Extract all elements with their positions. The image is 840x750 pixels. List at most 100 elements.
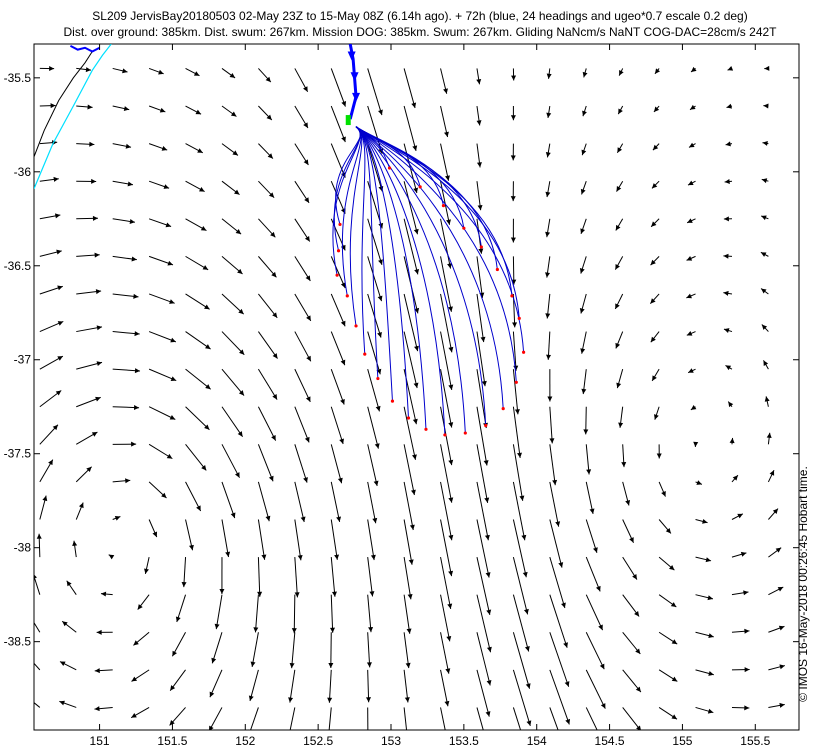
- current-arrowhead: [618, 108, 623, 115]
- current-arrow: [440, 707, 446, 730]
- current-arrowhead: [411, 454, 417, 460]
- current-arrowhead: [484, 497, 490, 503]
- current-arrow: [185, 481, 202, 512]
- current-arrowhead: [702, 518, 708, 524]
- coastal-trace: [69, 44, 101, 53]
- current-arrowhead: [125, 143, 132, 149]
- current-arrowhead: [52, 424, 58, 431]
- current-arrowhead: [214, 623, 220, 630]
- current-arrow: [585, 632, 605, 670]
- current-arrow: [476, 481, 489, 541]
- current-arrow: [293, 594, 296, 634]
- current-arrowhead: [57, 285, 63, 291]
- current-arrowhead: [772, 508, 779, 514]
- current-arrowhead: [619, 70, 624, 76]
- current-arrowhead: [761, 288, 767, 294]
- track-direction-arrow: [347, 51, 356, 61]
- current-arrowhead: [547, 396, 553, 402]
- current-arrow: [440, 669, 449, 707]
- current-arrowhead: [724, 178, 730, 184]
- current-arrowhead: [448, 570, 454, 577]
- current-arrowhead: [235, 229, 242, 235]
- current-arrowhead: [448, 422, 454, 428]
- current-arrowhead: [193, 71, 200, 76]
- current-arrowhead: [635, 686, 641, 693]
- current-arrowhead: [448, 384, 454, 390]
- track-direction-arrow: [352, 92, 361, 102]
- current-arrowhead: [289, 662, 295, 669]
- current-arrow: [476, 444, 489, 503]
- current-arrow: [185, 331, 211, 350]
- current-arrowhead: [133, 293, 139, 299]
- current-arrow: [512, 519, 527, 578]
- current-arrow: [330, 256, 346, 289]
- current-arrowhead: [188, 544, 194, 551]
- current-arrowhead: [561, 602, 566, 609]
- current-arrowhead: [305, 275, 311, 281]
- current-arrowhead: [761, 324, 768, 330]
- current-arrowhead: [133, 405, 140, 411]
- current-arrow: [476, 331, 486, 387]
- current-arrowhead: [336, 516, 342, 522]
- current-arrowhead: [651, 183, 658, 189]
- current-arrowhead: [687, 218, 693, 223]
- current-arrowhead: [253, 627, 259, 633]
- current-arrowhead: [707, 595, 713, 601]
- current-arrowhead: [723, 290, 729, 296]
- current-arrowhead: [123, 106, 130, 111]
- current-arrowhead: [522, 571, 528, 578]
- current-arrowhead: [552, 479, 558, 486]
- projected-endpoint: [376, 376, 380, 381]
- current-arrow: [249, 669, 259, 702]
- current-arrowhead: [271, 435, 276, 441]
- glider-position-marker: [345, 115, 351, 126]
- current-arrowhead: [303, 86, 308, 92]
- current-arrowhead: [408, 559, 414, 565]
- current-arrow: [330, 331, 346, 366]
- x-tick-label: 154: [527, 734, 547, 748]
- current-arrowhead: [615, 264, 620, 270]
- current-arrowhead: [586, 469, 592, 475]
- current-arrow: [185, 406, 210, 431]
- current-arrow: [330, 105, 346, 143]
- current-arrowhead: [581, 388, 587, 395]
- current-arrowhead: [172, 650, 177, 657]
- current-arrowhead: [328, 662, 334, 669]
- current-arrowhead: [272, 312, 278, 318]
- current-arrowhead: [650, 298, 656, 304]
- current-arrowhead: [265, 515, 271, 522]
- current-arrow: [185, 519, 194, 551]
- current-arrow: [254, 594, 259, 633]
- current-arrow: [257, 331, 278, 359]
- current-arrowhead: [665, 528, 671, 534]
- projected-endpoint: [345, 294, 349, 298]
- current-arrowhead: [616, 185, 622, 192]
- current-arrowhead: [404, 731, 409, 736]
- current-arrowhead: [486, 679, 492, 686]
- current-arrow: [367, 594, 372, 633]
- current-arrowhead: [511, 75, 517, 81]
- y-tick-label: -36.5: [4, 259, 32, 273]
- current-arrowhead: [775, 547, 782, 553]
- projected-endpoint: [387, 166, 392, 170]
- current-arrowhead: [411, 102, 417, 109]
- current-arrowhead: [306, 315, 311, 321]
- current-arrowhead: [272, 353, 278, 359]
- current-arrowhead: [271, 271, 277, 278]
- projected-endpoint: [338, 222, 342, 227]
- current-arrowhead: [545, 152, 551, 158]
- projected-path: [349, 126, 363, 326]
- current-arrowhead: [671, 714, 678, 720]
- current-arrowhead: [375, 405, 381, 412]
- current-arrowhead: [690, 405, 697, 410]
- current-arrow: [330, 519, 338, 560]
- current-arrowhead: [55, 390, 62, 396]
- current-arrowhead: [651, 221, 657, 227]
- current-arrow: [549, 632, 570, 687]
- coastline: [34, 51, 93, 157]
- current-arrow: [367, 557, 374, 597]
- current-arrowhead: [448, 346, 454, 353]
- current-arrowhead: [266, 114, 272, 121]
- current-arrowhead: [761, 178, 768, 184]
- current-arrowhead: [744, 705, 750, 711]
